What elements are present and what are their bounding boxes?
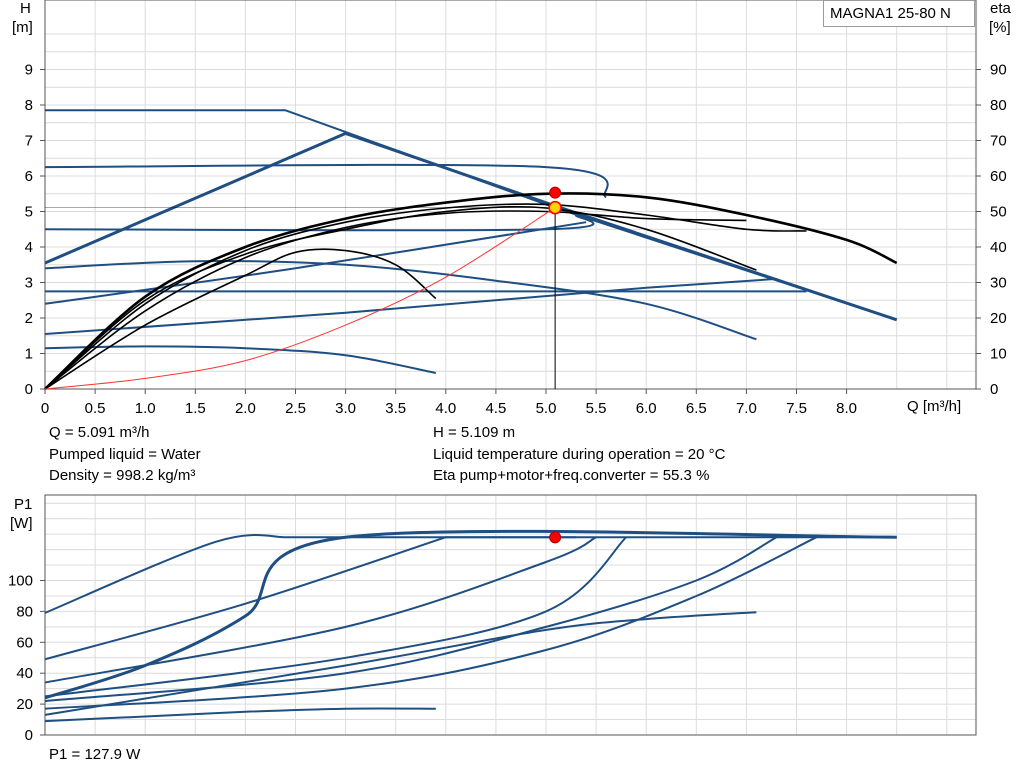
p1-tick-label: 20 xyxy=(16,696,33,713)
p1-tick-label: 80 xyxy=(16,603,33,620)
x-tick-label: 6.5 xyxy=(686,400,707,417)
x-tick-label: 6.0 xyxy=(636,400,657,417)
p1-curve xyxy=(44,536,597,684)
density-readout: Density = 998.2 kg/m³ xyxy=(49,467,196,484)
efficiency-curve xyxy=(44,205,757,390)
qh-curve xyxy=(45,109,898,321)
plot-frame xyxy=(44,0,977,390)
x-tick-label: 4.0 xyxy=(435,400,456,417)
x-tick-label: 0.5 xyxy=(85,400,106,417)
eta-tick-label: 30 xyxy=(990,275,1007,292)
qh-curve xyxy=(44,260,757,341)
liquid-readout: Pumped liquid = Water xyxy=(49,446,201,463)
p1-axis-name: P1 xyxy=(14,496,33,513)
plot-frame xyxy=(44,494,977,736)
p1-curve xyxy=(44,536,577,661)
p1-tick-label: 0 xyxy=(25,727,33,744)
p1-curve xyxy=(44,707,436,723)
efficiency-curve xyxy=(44,210,747,390)
head-duty-marker xyxy=(548,200,562,215)
h-tick-label: 5 xyxy=(25,204,33,221)
qh-curve xyxy=(44,163,609,199)
h-axis-name: H xyxy=(20,0,31,17)
efficiency-curve xyxy=(44,248,437,390)
efficiency-readout: Eta pump+motor+freq.converter = 55.3 % xyxy=(433,467,710,484)
eta-tick-label: 60 xyxy=(990,168,1007,185)
x-tick-label: 2.5 xyxy=(285,400,306,417)
efficiency-curve xyxy=(44,192,898,390)
p1-curve xyxy=(44,536,777,702)
x-tick-label: 5.5 xyxy=(586,400,607,417)
eta-axis-name: eta xyxy=(990,0,1011,17)
qh-curve xyxy=(44,277,777,335)
x-axis-label: Q [m³/h] xyxy=(907,398,962,415)
p1-curve xyxy=(44,536,627,698)
h-tick-label: 0 xyxy=(25,381,33,398)
h-tick-label: 4 xyxy=(25,239,33,256)
eta-tick-label: 50 xyxy=(990,204,1007,221)
h-tick-label: 3 xyxy=(25,275,33,292)
p1-tick-label: 60 xyxy=(16,634,33,651)
system-curve xyxy=(44,207,556,390)
p1-curve xyxy=(44,534,897,614)
x-tick-label: 1.5 xyxy=(185,400,206,417)
qh-curve xyxy=(44,131,898,322)
x-tick-label: 0 xyxy=(41,400,49,417)
p1-panel: 0 20 40 60 80 100 xyxy=(8,494,977,744)
eta-tick-label: 70 xyxy=(990,133,1007,150)
x-tick-label: 2.0 xyxy=(235,400,256,417)
eta-tick-label: 0 xyxy=(990,381,998,398)
eta-tick-label: 90 xyxy=(990,62,1007,79)
p1-axis-unit: [W] xyxy=(10,515,33,532)
h-tick-label: 2 xyxy=(25,310,33,327)
p1-tick-label: 40 xyxy=(16,665,33,682)
x-tick-label: 3.0 xyxy=(335,400,356,417)
x-tick-label: 8.0 xyxy=(836,400,857,417)
temperature-readout: Liquid temperature during operation = 20… xyxy=(433,446,726,463)
x-tick-label: 5.0 xyxy=(536,400,557,417)
eta-axis-unit: [%] xyxy=(989,19,1011,36)
efficiency-curve xyxy=(44,203,807,390)
h-axis-unit: [m] xyxy=(12,19,33,36)
model-label-box: MAGNA1 25-80 N xyxy=(823,0,975,27)
flow-readout: Q = 5.091 m³/h xyxy=(49,424,150,441)
efficiency-duty-marker xyxy=(549,186,562,199)
h-tick-label: 9 xyxy=(25,62,33,79)
qh-curve xyxy=(44,214,595,232)
eta-tick-label: 80 xyxy=(990,97,1007,114)
x-tick-label: 7.5 xyxy=(786,400,807,417)
eta-tick-label: 10 xyxy=(990,346,1007,363)
h-tick-label: 6 xyxy=(25,168,33,185)
p1-curve xyxy=(44,536,817,710)
x-tick-label: 4.5 xyxy=(485,400,506,417)
eta-tick-label: 40 xyxy=(990,239,1007,256)
power-readout: P1 = 127.9 W xyxy=(49,746,141,763)
qh-curve xyxy=(44,221,587,305)
x-tick-label: 1.0 xyxy=(135,400,156,417)
p1-duty-marker xyxy=(549,531,562,544)
head-readout: H = 5.109 m xyxy=(433,424,516,441)
model-label: MAGNA1 25-80 N xyxy=(830,5,951,22)
p1-tick-label: 100 xyxy=(8,573,33,590)
p1-curve xyxy=(44,529,897,700)
eta-tick-label: 20 xyxy=(990,310,1007,327)
h-tick-label: 8 xyxy=(25,97,33,114)
p1-curve xyxy=(44,611,757,716)
h-tick-label: 1 xyxy=(25,346,33,363)
x-tick-label: 7.0 xyxy=(736,400,757,417)
h-tick-label: 7 xyxy=(25,133,33,150)
x-tick-label: 3.5 xyxy=(385,400,406,417)
